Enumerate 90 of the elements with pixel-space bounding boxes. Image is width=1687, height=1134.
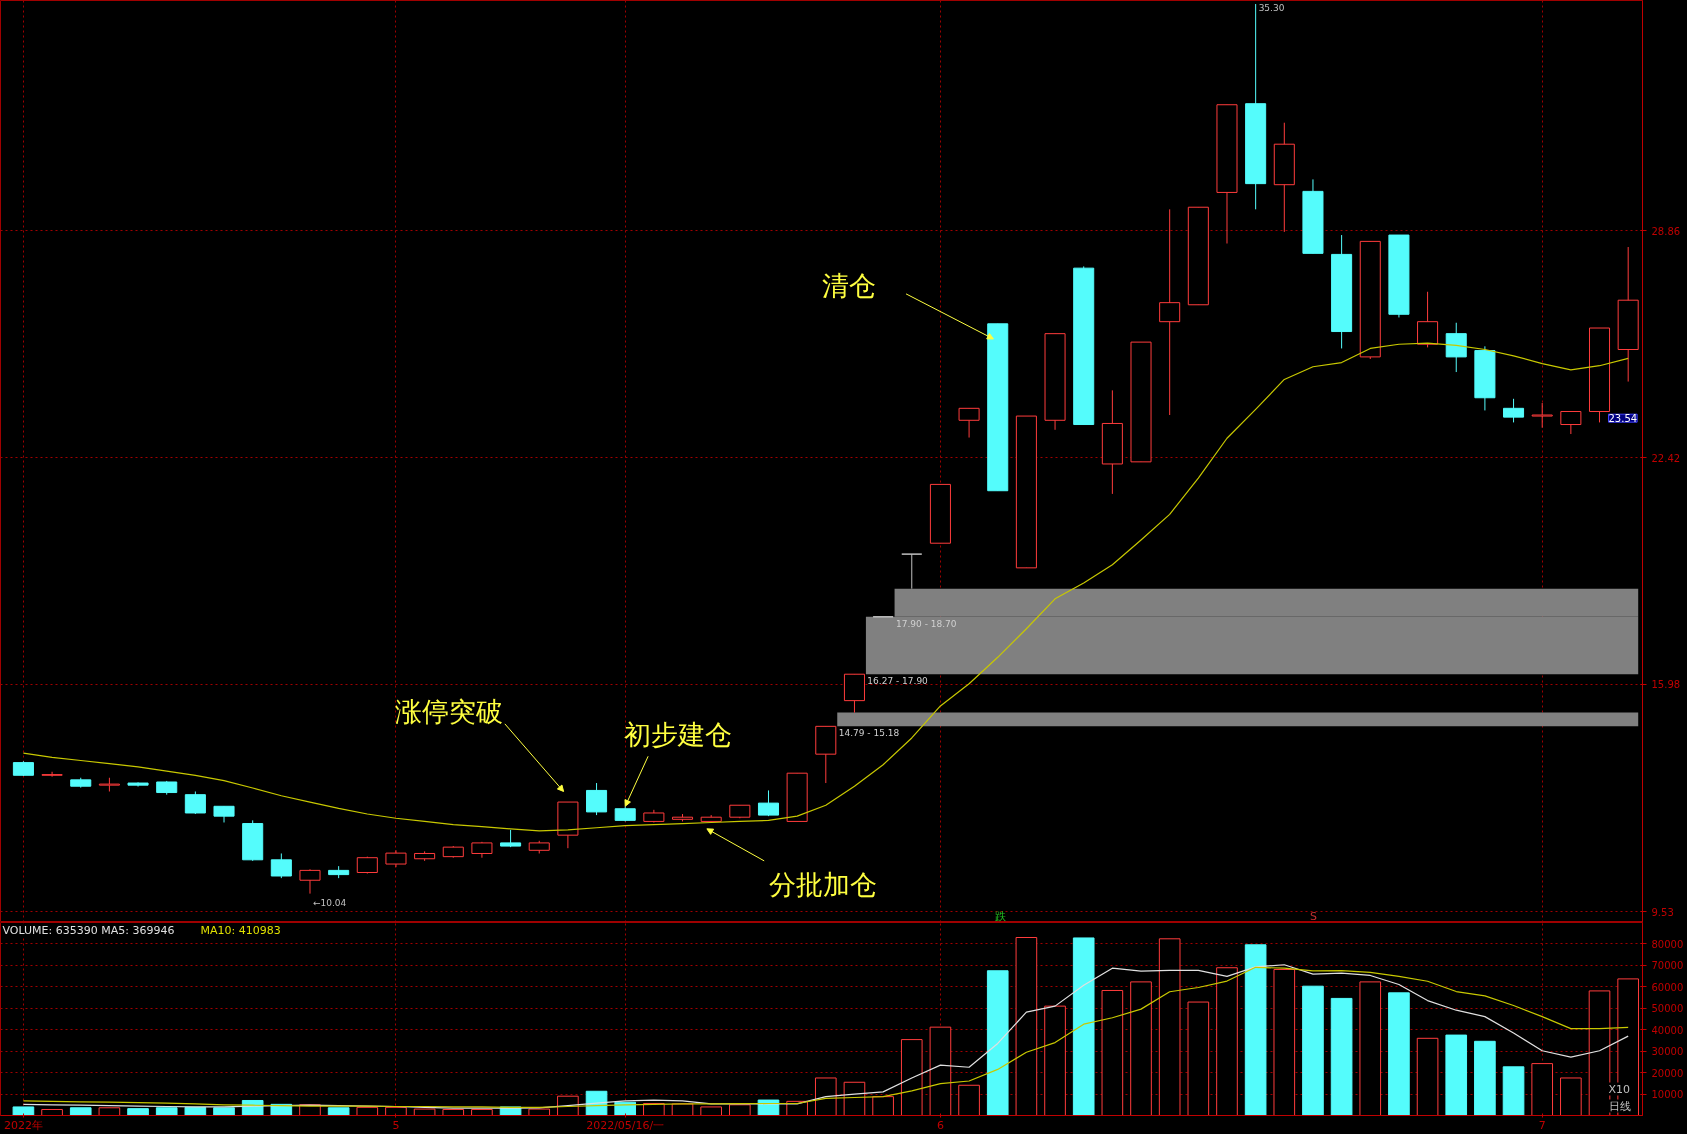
bar (1130, 981, 1152, 1116)
bar (643, 1102, 665, 1116)
bar (1416, 1037, 1439, 1116)
bar (700, 1106, 722, 1116)
bar (843, 1081, 866, 1116)
bar (1531, 1063, 1554, 1116)
y-tick-label: 10000 (1651, 1089, 1684, 1101)
bar (69, 1107, 92, 1116)
annotation: 分批加仓 (768, 868, 877, 900)
bar (814, 1077, 837, 1116)
y-tick-label: 60000 (1651, 981, 1684, 993)
bar (872, 1096, 894, 1116)
bar (385, 1106, 407, 1116)
bar (1302, 985, 1324, 1116)
bar (1502, 1066, 1525, 1116)
annotation: 跌 (994, 909, 1006, 923)
bar (1388, 992, 1410, 1116)
annotation: ←10.04 (312, 897, 347, 908)
candlestick (1159, 208, 1181, 416)
annotation: 涨停突破 (394, 695, 503, 727)
bar (471, 1109, 493, 1116)
x-tick-label: 2022/05/16/一 (586, 1118, 665, 1132)
y-tick-label: 20000 (1651, 1067, 1684, 1079)
y-tick-label: 50000 (1651, 1003, 1684, 1015)
bar (1273, 968, 1296, 1116)
y-tick-label: 80000 (1651, 938, 1684, 950)
candlestick (900, 553, 923, 590)
annotation: 清仓 (821, 269, 876, 301)
bar (41, 1109, 63, 1116)
bar (12, 1106, 35, 1116)
x-tick-label: 6 (936, 1118, 944, 1132)
bar (958, 1084, 980, 1116)
bar (929, 1026, 952, 1116)
annotation: 23.54 (1608, 413, 1638, 425)
bar (1445, 1034, 1468, 1116)
bar (413, 1108, 436, 1116)
annotation: S (1310, 909, 1318, 923)
band-label: 14.79 - 15.18 (838, 728, 900, 739)
y-tick-label: 30000 (1651, 1046, 1684, 1058)
candlestick (299, 868, 321, 895)
bar (1359, 981, 1382, 1116)
x-tick-label: 7 (1538, 1118, 1546, 1132)
candlestick (41, 771, 63, 778)
bar (442, 1109, 465, 1116)
bar (986, 970, 1009, 1116)
annotation: 初步建仓 (624, 719, 733, 751)
bar (900, 1039, 923, 1116)
bar (1101, 989, 1124, 1116)
bar (1158, 938, 1181, 1116)
candlestick (1531, 402, 1553, 429)
bar (1187, 1001, 1210, 1116)
bar (356, 1106, 379, 1116)
bar (528, 1108, 551, 1116)
bar (1244, 944, 1267, 1116)
annotation: 日线 (1608, 1099, 1631, 1113)
annotation: VOLUME: 635390 MA5: 369946 (2, 923, 175, 937)
annotation: X10 (1608, 1082, 1631, 1096)
candlestick (1503, 398, 1525, 423)
y-tick-label: 40000 (1651, 1024, 1684, 1036)
y-tick-label: 70000 (1651, 960, 1684, 972)
bar (1474, 1040, 1496, 1116)
bar (1560, 1077, 1582, 1116)
y-tick-label: 15.98 (1651, 679, 1681, 691)
candlestick (1560, 410, 1582, 435)
band-label: 16.27 - 17.90 (867, 676, 929, 687)
annotation: MA10: 410983 (200, 923, 281, 937)
bar (1072, 937, 1095, 1116)
annotation: 35.30 (1258, 3, 1285, 14)
candlestick (958, 407, 980, 439)
bar (1330, 997, 1353, 1116)
bar (155, 1107, 178, 1116)
bar (1216, 967, 1238, 1116)
band-label: 17.90 - 18.70 (896, 618, 957, 629)
candlestick (270, 852, 292, 879)
bar (1044, 1005, 1066, 1116)
candlestick (1417, 291, 1439, 348)
bar (729, 1104, 751, 1116)
candlestick (757, 789, 780, 817)
bar (213, 1107, 235, 1116)
x-tick-label: 5 (392, 1118, 400, 1132)
bar (1015, 937, 1038, 1116)
bar (98, 1107, 121, 1116)
candlestick (586, 782, 608, 816)
y-tick-label: 9.53 (1651, 906, 1674, 918)
candlestick (1445, 322, 1467, 373)
bar (327, 1107, 350, 1116)
x-tick-label: 2022年 (3, 1118, 43, 1132)
bar (127, 1108, 149, 1116)
y-tick-label: 22.42 (1651, 452, 1681, 464)
y-tick-label: 28.86 (1651, 225, 1681, 237)
